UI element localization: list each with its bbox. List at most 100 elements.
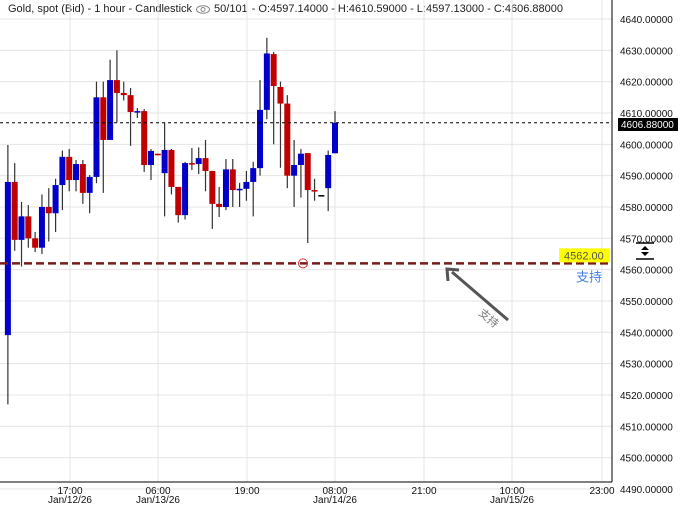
candle-body	[79, 164, 86, 193]
candle	[79, 159, 86, 204]
candle	[182, 161, 189, 220]
eye-icon[interactable]	[196, 4, 211, 14]
candle-body	[86, 176, 93, 193]
candle-body	[11, 181, 18, 240]
candle-body	[154, 153, 161, 156]
candle-body	[93, 97, 100, 177]
candle-body	[250, 168, 257, 182]
candle	[4, 144, 11, 405]
candle	[141, 108, 148, 172]
price-tick-label: 4580.00000	[620, 203, 673, 214]
candle	[32, 232, 39, 253]
price-tick-label: 4600.00000	[620, 140, 673, 151]
candle-body	[175, 186, 182, 216]
candle-body	[311, 190, 318, 192]
candle	[38, 194, 45, 254]
candle	[120, 81, 127, 101]
candle	[86, 175, 93, 214]
candle	[304, 153, 311, 244]
candle-body	[222, 169, 229, 207]
candle-body	[304, 153, 311, 191]
candle-body	[257, 109, 264, 169]
price-tick-label: 4510.00000	[620, 422, 673, 433]
price-tick-label: 4550.00000	[620, 297, 673, 308]
candle	[209, 170, 216, 229]
candle	[332, 111, 338, 154]
candle	[263, 37, 270, 120]
arrow-annotation[interactable]: 支持	[445, 267, 509, 331]
candle	[18, 201, 25, 267]
date-tick-label: Jan/13/26	[136, 495, 180, 506]
candle-body	[147, 150, 154, 165]
candle-body	[236, 188, 243, 191]
candle-body	[25, 216, 32, 239]
candle-body	[229, 169, 236, 191]
symbol-title: Gold, spot (Bid) - 1 hour - Candlestick	[8, 3, 193, 15]
support-anchor-circle	[298, 258, 308, 269]
scale-drag-icon[interactable]	[636, 242, 654, 260]
candle	[161, 122, 168, 217]
arrow-label: 支持	[476, 306, 502, 331]
price-tick-label: 4540.00000	[620, 328, 673, 339]
candle	[291, 139, 298, 207]
date-tick-label: Jan/15/26	[490, 495, 534, 506]
candle	[325, 150, 332, 212]
candle-body	[318, 195, 325, 197]
candle	[100, 81, 107, 193]
candle	[236, 182, 243, 207]
candle-body	[284, 103, 291, 176]
candle	[311, 178, 318, 201]
candle-body	[195, 158, 202, 165]
candle-body	[120, 92, 127, 96]
ohlc-readout: - O:4597.14000 - H:4610.59000 - L:4597.1…	[251, 3, 563, 15]
time-tick-label: 19:00	[234, 486, 259, 497]
time-tick-label: 23:00	[589, 486, 614, 497]
candle	[318, 195, 325, 197]
candle	[216, 186, 223, 218]
candle-body	[202, 158, 209, 171]
candle	[147, 149, 154, 181]
candles	[4, 37, 338, 405]
candle	[297, 149, 304, 198]
price-tick-label: 4610.00000	[620, 109, 673, 120]
candle-body	[325, 154, 332, 189]
candle	[113, 50, 120, 123]
candle	[45, 188, 52, 242]
candle-body	[59, 156, 66, 186]
candle-body	[270, 54, 277, 87]
candle-body	[73, 164, 80, 181]
candle-body	[141, 111, 148, 165]
support-text: 支持	[576, 269, 602, 284]
candle	[134, 107, 141, 119]
candle-body	[216, 203, 223, 207]
candle-body	[127, 95, 134, 113]
time-tick-label: 06:00	[145, 486, 170, 497]
price-tick-label: 4530.00000	[620, 360, 673, 371]
candle-body	[134, 111, 141, 113]
price-tick-label: 4620.00000	[620, 78, 673, 89]
chart-header: Gold, spot (Bid) - 1 hour - Candlestick …	[8, 3, 563, 15]
candle-body	[277, 86, 284, 104]
candle-body	[32, 238, 39, 248]
price-tick-label: 4560.00000	[620, 266, 673, 277]
candle	[270, 51, 277, 145]
candle-body	[297, 153, 304, 165]
current-price-label: 4606.88000	[621, 120, 674, 131]
time-tick-label: 21:00	[411, 486, 436, 497]
candle	[93, 81, 100, 184]
candle	[59, 150, 66, 211]
price-tick-label: 4490.00000	[620, 485, 673, 496]
candle	[202, 139, 209, 192]
candle	[107, 59, 114, 140]
candle-body	[52, 185, 59, 214]
candle-body	[161, 149, 168, 174]
candle-body	[168, 149, 175, 187]
candle	[195, 147, 202, 175]
candle-body	[209, 170, 216, 204]
candle	[25, 205, 32, 248]
candle-body	[332, 122, 338, 154]
price-axis: 4640.00000 4630.00000 4620.00000 4610.00000…	[620, 15, 673, 496]
candle-body	[66, 156, 73, 181]
